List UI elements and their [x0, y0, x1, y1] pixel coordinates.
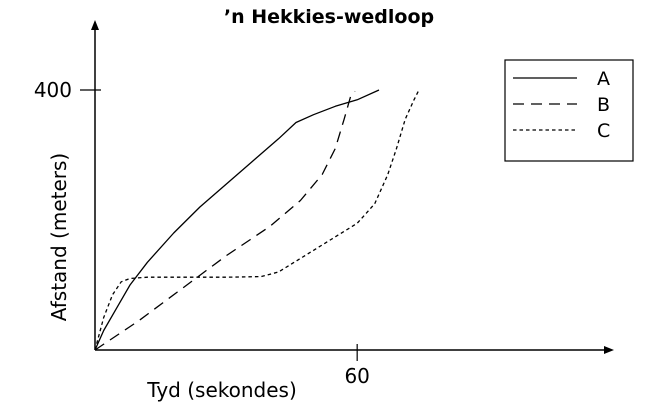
- x-tick-label: 60: [344, 364, 369, 388]
- legend: ABC: [504, 59, 634, 162]
- legend-label-c: C: [597, 120, 610, 142]
- chart-title: ’n Hekkies-wedloop: [224, 6, 434, 28]
- legend-label-b: B: [597, 94, 610, 116]
- legend-box: [504, 59, 634, 162]
- legend-items: ABC: [513, 68, 610, 142]
- x-axis-arrow: [604, 346, 614, 354]
- legend-label-a: A: [597, 68, 610, 90]
- series-line-a: [94, 89, 380, 351]
- x-axis-label: Tyd (sekondes): [146, 378, 297, 402]
- y-axis-label: Afstand (meters): [47, 153, 71, 321]
- y-axis-arrow: [91, 20, 99, 30]
- series-line-b: [94, 90, 356, 351]
- series-line-c: [94, 91, 419, 351]
- series-layer: [94, 89, 419, 351]
- tick-group: 400 60: [34, 78, 370, 388]
- y-tick-label: 400: [34, 78, 72, 102]
